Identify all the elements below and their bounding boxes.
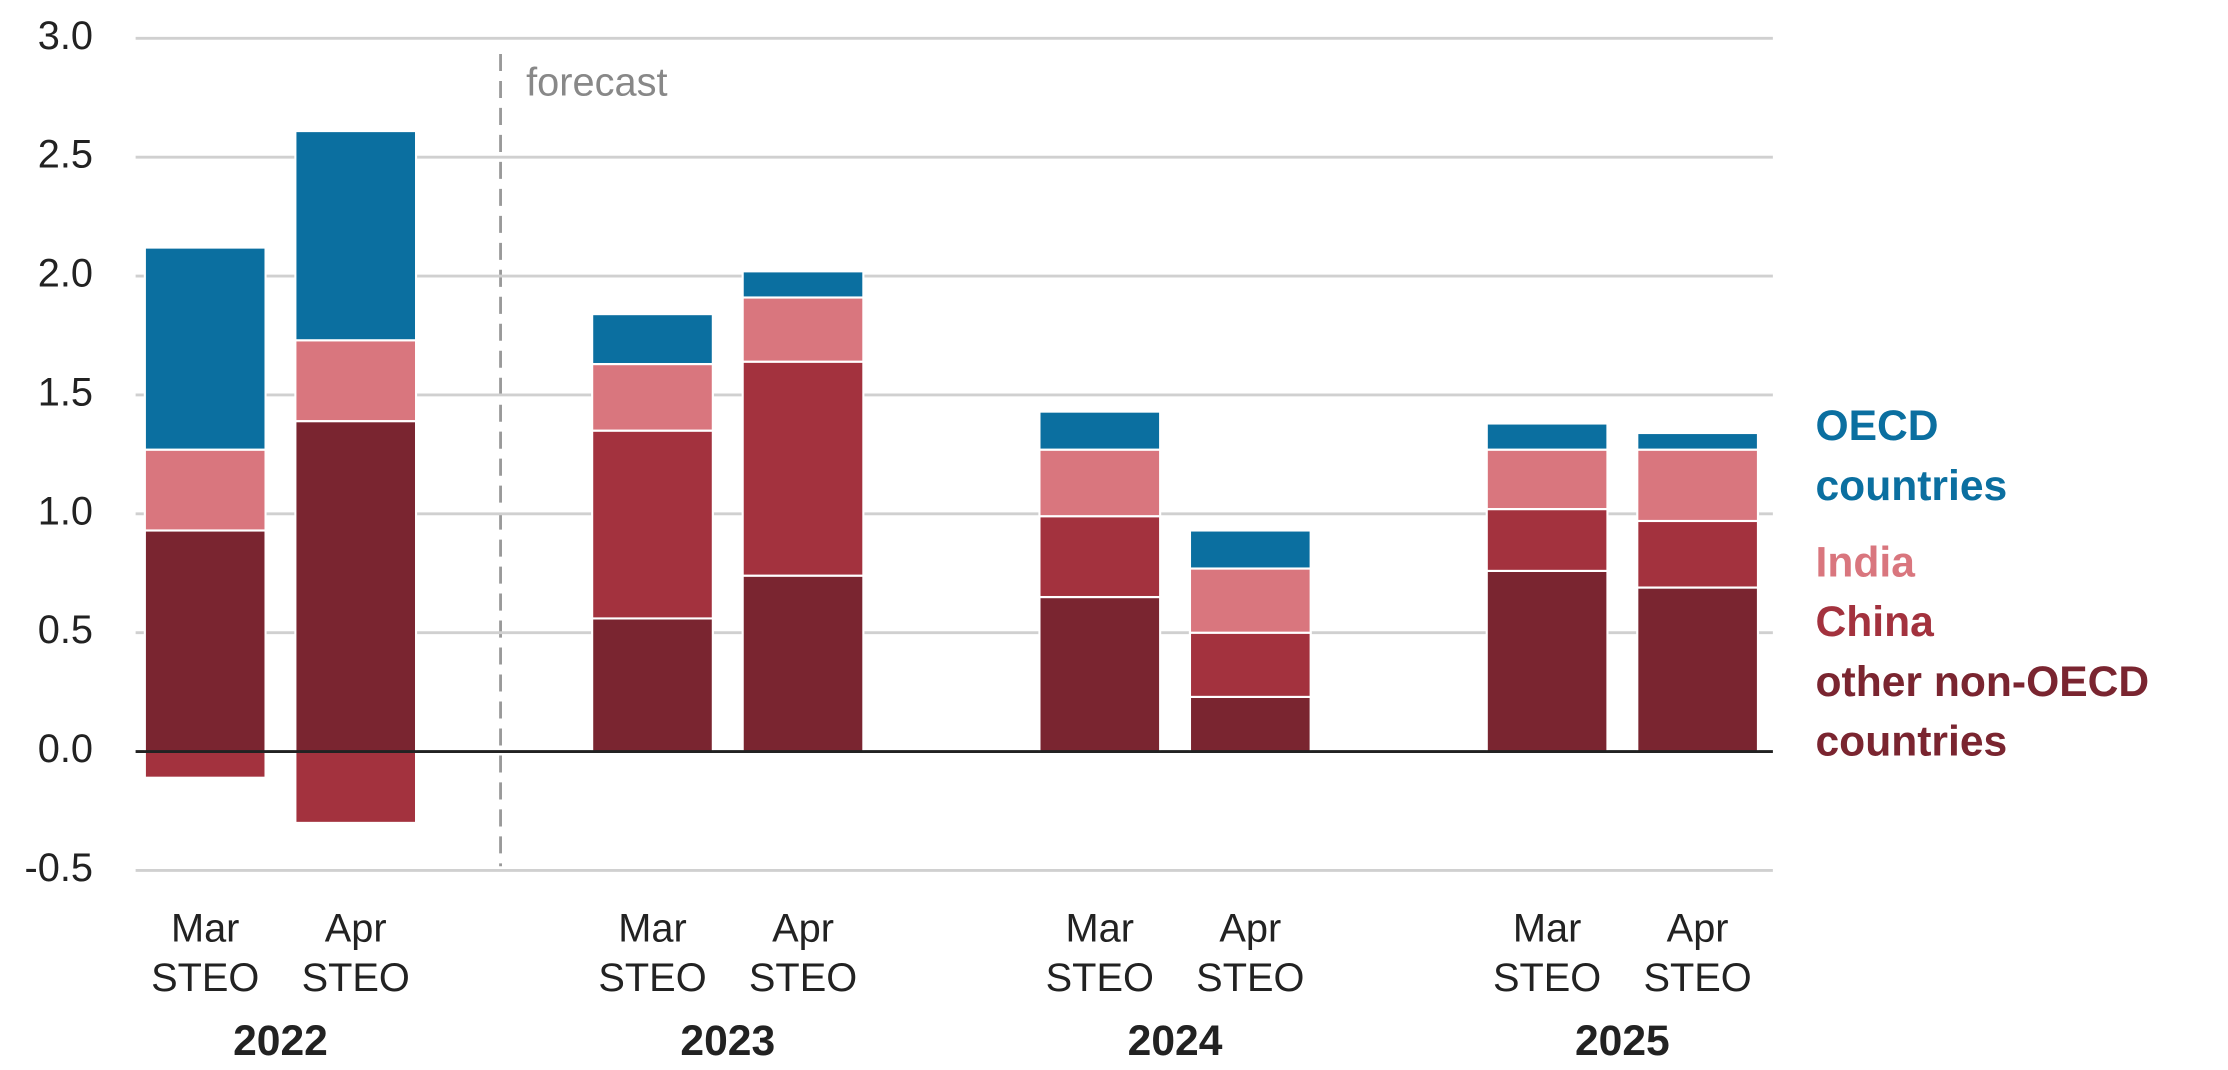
- bar-segment: [1636, 586, 1760, 753]
- bar-segment: [143, 750, 267, 779]
- bar-segment: [294, 750, 418, 824]
- bar-segment: [1485, 448, 1609, 511]
- bar-segment: [1485, 422, 1609, 451]
- x-tick-label: Mar STEO: [151, 905, 260, 1000]
- x-tick-label-box: Mar STEO: [151, 905, 260, 1000]
- bar-segment: [1038, 595, 1162, 753]
- legend-entry: China: [1815, 599, 1934, 647]
- annotation: forecast: [526, 61, 667, 105]
- bar-segment: [1038, 448, 1162, 518]
- bar-segment: [741, 270, 865, 299]
- group-label: 2023: [680, 1017, 775, 1065]
- bar-segment: [143, 448, 267, 532]
- bar-segment: [294, 339, 418, 423]
- x-tick-label: Apr STEO: [1643, 905, 1752, 1000]
- bar-segment: [1188, 695, 1312, 753]
- bar-segment: [591, 617, 714, 753]
- y-tick-label: -0.5: [25, 846, 93, 890]
- x-tick-label: Mar STEO: [1045, 905, 1154, 1000]
- bar-segment: [1636, 431, 1760, 451]
- x-tick-label: Apr STEO: [1196, 905, 1305, 1000]
- bar-segment: [1188, 567, 1312, 634]
- bar-segment: [294, 129, 418, 342]
- y-tick-label: 3.0: [38, 14, 93, 58]
- bar-segment: [1038, 410, 1162, 451]
- bar-segment: [741, 360, 865, 577]
- bar-segment: [143, 246, 267, 451]
- x-tick-label-box: Apr STEO: [748, 905, 858, 1000]
- bar-segment: [1636, 519, 1760, 589]
- bar-segment: [1188, 631, 1312, 698]
- bar-segment: [294, 420, 418, 753]
- legend-entry: India: [1815, 539, 1915, 587]
- x-tick-label-box: Apr STEO: [1196, 905, 1305, 1000]
- bar-segment: [591, 362, 714, 432]
- legend: OECD countries India China other non-OECD c…: [1815, 398, 2227, 773]
- x-tick-label-box: Mar STEO: [1492, 905, 1602, 1000]
- bar-segment: [1188, 529, 1312, 570]
- legend-entry: OECD countries: [1815, 403, 2008, 510]
- x-tick-label: Mar STEO: [598, 905, 707, 1000]
- x-tick-label-box: Mar STEO: [1045, 905, 1154, 1000]
- x-tick-label-box: Apr STEO: [1643, 905, 1752, 1000]
- legend-entry: other non-OECD countries: [1815, 658, 2150, 766]
- y-tick-label: 0.0: [38, 727, 93, 771]
- x-tick-label-box: Apr STEO: [301, 905, 410, 1000]
- bar-segment: [1485, 508, 1609, 572]
- y-tick-label: 1.0: [38, 489, 93, 533]
- bar-segment: [1038, 515, 1162, 599]
- bar-segment: [143, 529, 267, 753]
- x-tick-label: Apr STEO: [748, 905, 858, 1000]
- bar-segment: [741, 296, 865, 363]
- bar-segment: [1636, 448, 1760, 523]
- bar-segment: [1485, 569, 1609, 753]
- group-label: 2024: [1128, 1017, 1223, 1065]
- bar-segment: [741, 574, 865, 753]
- x-tick-label-box: Mar STEO: [598, 905, 707, 1000]
- group-label: 2022: [233, 1017, 328, 1065]
- y-tick-label: 1.5: [38, 370, 93, 414]
- bar-segment: [591, 429, 714, 620]
- x-tick-label: Mar STEO: [1492, 905, 1602, 1000]
- y-tick-label: 2.0: [38, 252, 93, 296]
- bar-segment: [591, 313, 714, 366]
- group-label: 2025: [1575, 1017, 1670, 1065]
- legend-box: OECD countries India China other non-OECD c…: [1815, 398, 2227, 773]
- y-tick-label: 0.5: [38, 608, 93, 652]
- x-tick-label: Apr STEO: [301, 905, 410, 1000]
- y-tick-label: 2.5: [38, 133, 93, 177]
